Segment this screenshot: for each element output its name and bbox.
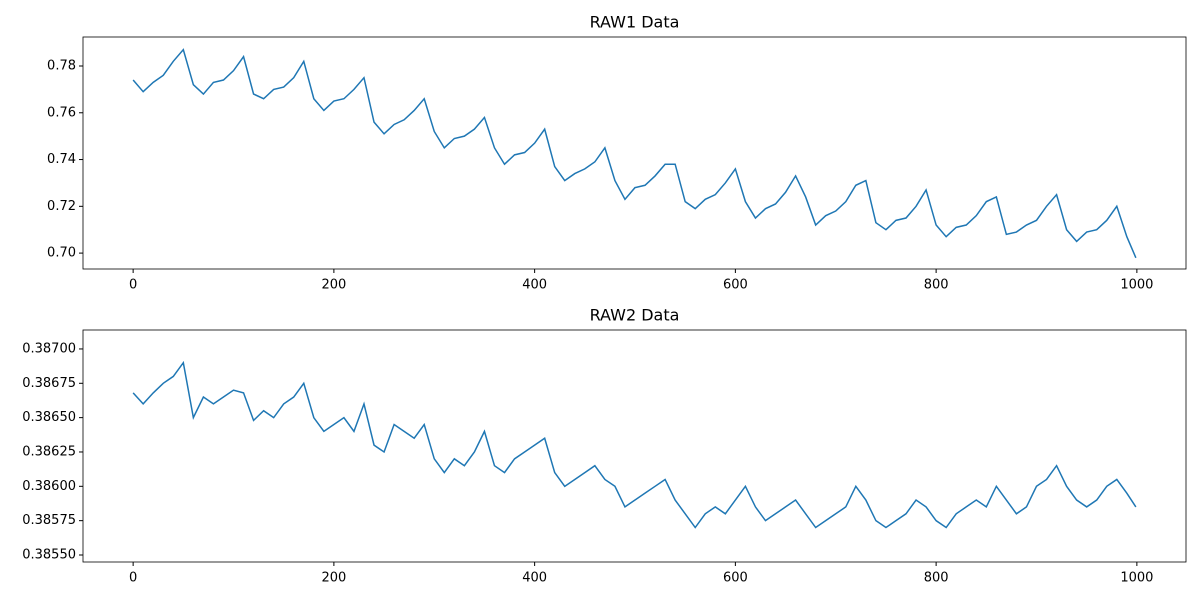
data-line — [132, 360, 1137, 529]
axes-frame — [82, 329, 1187, 563]
x-tick-label: 800 — [924, 278, 949, 293]
y-tick-label: 0.38625 — [22, 444, 76, 459]
axes-frame — [82, 36, 1187, 270]
y-tick-label: 0.78 — [47, 59, 76, 74]
y-tick-label: 0.38550 — [22, 547, 76, 562]
y-tick-label: 0.38675 — [22, 376, 76, 391]
y-tick-label: 0.38700 — [22, 341, 76, 356]
x-tick-label: 600 — [723, 571, 748, 586]
x-tick-label: 0 — [129, 278, 137, 293]
y-tick-label: 0.72 — [47, 199, 76, 214]
x-tick-label: 400 — [522, 571, 547, 586]
x-tick-label: 1000 — [1120, 571, 1153, 586]
x-tick-label: 200 — [321, 278, 346, 293]
y-tick-label: 0.38575 — [22, 513, 76, 528]
x-tick-label: 0 — [129, 571, 137, 586]
y-tick-label: 0.74 — [47, 152, 76, 167]
y-tick-label: 0.38650 — [22, 410, 76, 425]
x-tick-label: 400 — [522, 278, 547, 293]
x-tick-label: 600 — [723, 278, 748, 293]
chart-title: RAW2 Data — [590, 306, 680, 325]
data-line — [132, 48, 1137, 259]
x-tick-label: 200 — [321, 571, 346, 586]
y-tick-label: 0.70 — [47, 246, 76, 261]
y-tick-label: 0.76 — [47, 105, 76, 120]
x-tick-label: 800 — [924, 571, 949, 586]
x-tick-label: 1000 — [1120, 278, 1153, 293]
chart-title: RAW1 Data — [590, 13, 680, 32]
y-tick-label: 0.38600 — [22, 479, 76, 494]
